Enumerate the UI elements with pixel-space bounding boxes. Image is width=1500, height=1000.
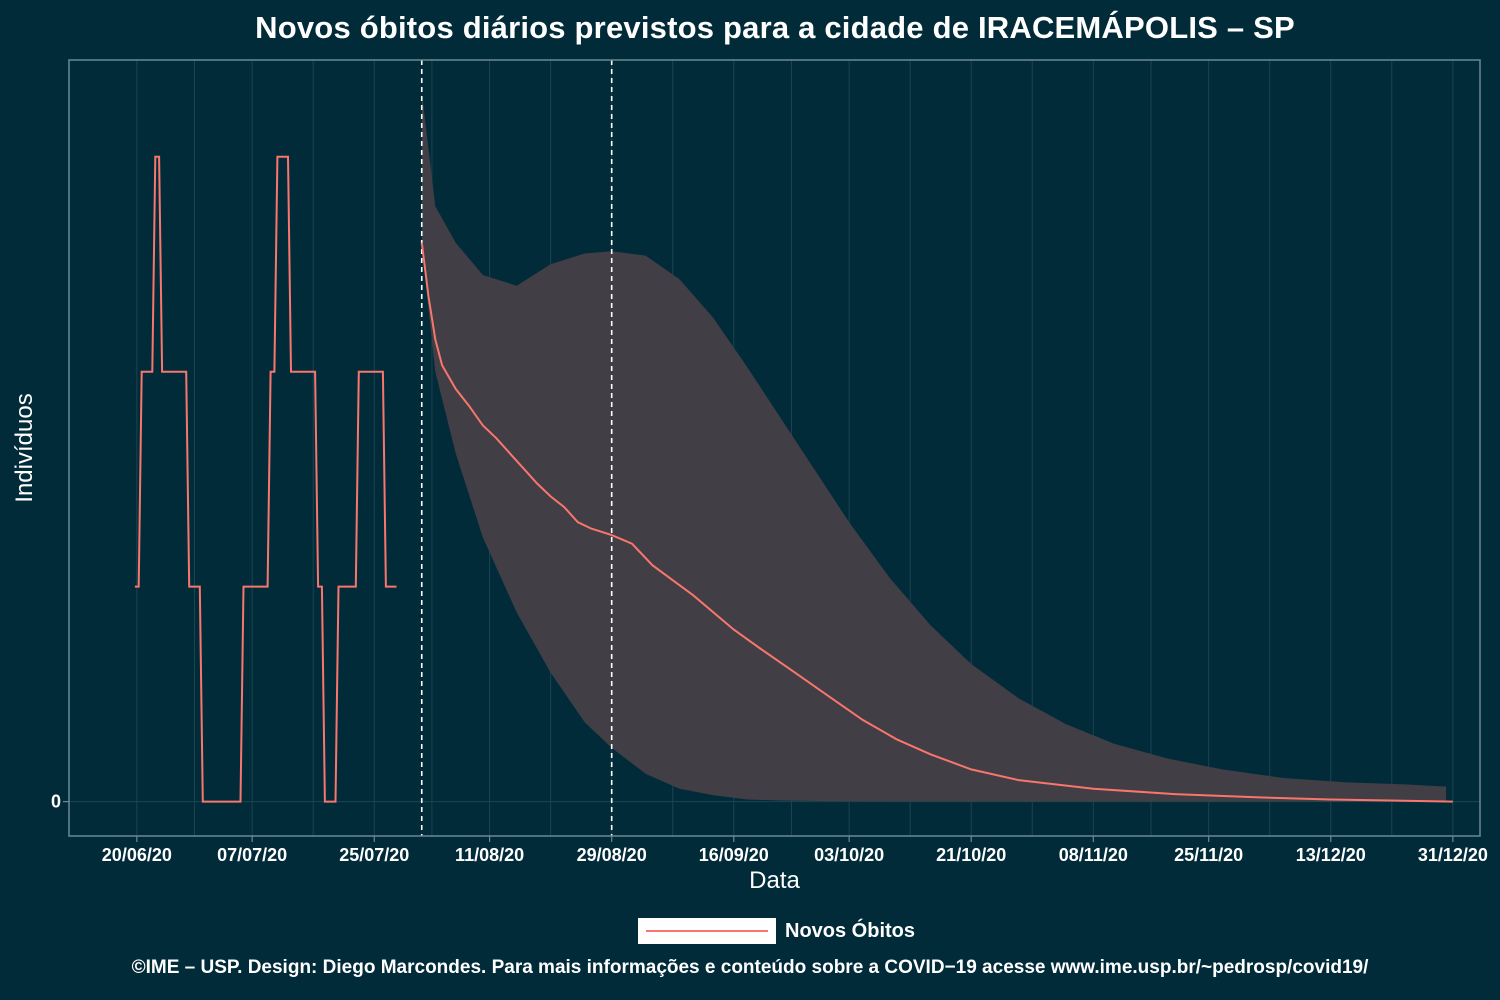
x-tick-label: 29/08/20 <box>577 845 647 865</box>
x-tick-label: 07/07/20 <box>217 845 287 865</box>
y-axis-ticks: 0 <box>51 792 69 812</box>
legend-key <box>638 918 776 944</box>
x-tick-label: 31/12/20 <box>1418 845 1488 865</box>
x-tick-label: 03/10/20 <box>814 845 884 865</box>
legend: Novos Óbitos <box>638 917 915 945</box>
y-tick-label: 0 <box>51 792 61 812</box>
chart-title: Novos óbitos diários previstos para a ci… <box>255 10 1295 45</box>
legend-label: Novos Óbitos <box>785 919 916 942</box>
x-tick-label: 11/08/20 <box>455 845 524 865</box>
x-tick-label: 25/11/20 <box>1174 845 1243 865</box>
y-axis-title: Indivíduos <box>11 393 38 502</box>
observed-deaths-line <box>134 155 397 803</box>
x-tick-label: 21/10/20 <box>936 845 1006 865</box>
panel-border <box>68 59 1481 837</box>
prediction-interval-ribbon <box>421 92 1447 802</box>
x-tick-label: 16/09/20 <box>699 845 769 865</box>
x-tick-label: 13/12/20 <box>1296 845 1366 865</box>
predicted-deaths-line <box>420 242 1453 803</box>
x-axis-ticks: 20/06/20 07/07/20 25/07/20 11/08/20 29/08/20… <box>102 836 1488 865</box>
x-tick-label: 08/11/20 <box>1059 845 1128 865</box>
x-axis-title: Data <box>749 867 800 894</box>
x-tick-label: 25/07/20 <box>339 845 409 865</box>
caption: ©IME – USP. Design: Diego Marcondes. Par… <box>131 957 1369 978</box>
x-tick-label: 20/06/20 <box>102 845 172 865</box>
legend-key-line <box>646 930 768 932</box>
reference-lines <box>420 60 613 836</box>
